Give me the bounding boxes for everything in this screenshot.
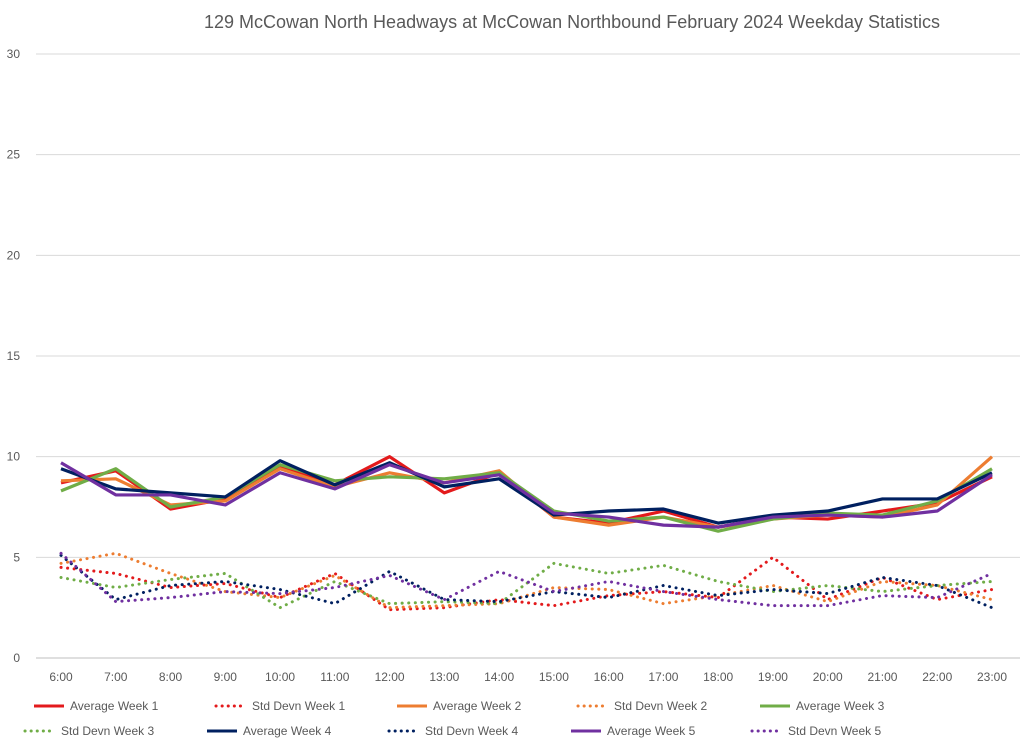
x-tick-label: 7:00 <box>104 670 128 684</box>
legend-item: Std Devn Week 3 <box>23 724 154 738</box>
x-tick-label: 17:00 <box>648 670 678 684</box>
series-line-std-devn-week-3 <box>59 561 994 610</box>
x-tick-label: 20:00 <box>813 670 843 684</box>
chart-title: 129 McCowan North Headways at McCowan No… <box>204 12 940 32</box>
legend-label: Average Week 5 <box>607 724 696 738</box>
series-line-std-devn-week-4 <box>59 553 994 610</box>
legend-item: Average Week 3 <box>760 699 885 713</box>
legend-item: Average Week 5 <box>571 724 696 738</box>
legend-item: Std Devn Week 5 <box>750 724 881 738</box>
legend-label: Std Devn Week 5 <box>788 724 881 738</box>
series-line-std-devn-week-2 <box>59 551 994 610</box>
legend-label: Std Devn Week 3 <box>61 724 154 738</box>
x-tick-label: 15:00 <box>539 670 569 684</box>
legend-item: Std Devn Week 1 <box>214 699 345 713</box>
legend-item: Std Devn Week 4 <box>387 724 518 738</box>
x-tick-label: 16:00 <box>594 670 624 684</box>
legend-item: Average Week 4 <box>207 724 332 738</box>
legend-label: Average Week 4 <box>243 724 332 738</box>
x-tick-label: 14:00 <box>484 670 514 684</box>
series-line-std-devn-week-1 <box>59 555 994 612</box>
x-tick-label: 8:00 <box>159 670 183 684</box>
y-tick-label: 0 <box>13 651 20 665</box>
y-tick-label: 25 <box>7 148 21 162</box>
x-tick-label: 19:00 <box>758 670 788 684</box>
legend-label: Average Week 2 <box>433 699 522 713</box>
legend-label: Std Devn Week 2 <box>614 699 707 713</box>
x-tick-label: 10:00 <box>265 670 295 684</box>
legend-label: Std Devn Week 1 <box>252 699 345 713</box>
y-tick-label: 5 <box>13 550 20 564</box>
y-tick-label: 30 <box>7 47 21 61</box>
x-tick-label: 18:00 <box>703 670 733 684</box>
legend-item: Average Week 1 <box>34 699 159 713</box>
x-tick-label: 23:00 <box>977 670 1007 684</box>
legend-item: Std Devn Week 2 <box>576 699 707 713</box>
legend-label: Average Week 3 <box>796 699 885 713</box>
legend-item: Average Week 2 <box>397 699 522 713</box>
x-tick-label: 9:00 <box>214 670 238 684</box>
x-tick-label: 12:00 <box>375 670 405 684</box>
series-line-average-week-3 <box>60 463 993 533</box>
x-tick-label: 6:00 <box>49 670 73 684</box>
y-tick-label: 10 <box>7 450 21 464</box>
series-line-average-week-5 <box>60 461 993 529</box>
legend-label: Average Week 1 <box>70 699 159 713</box>
y-tick-label: 20 <box>7 248 21 262</box>
y-tick-label: 15 <box>7 349 21 363</box>
legend-label: Std Devn Week 4 <box>425 724 518 738</box>
x-tick-label: 21:00 <box>867 670 897 684</box>
x-tick-label: 13:00 <box>429 670 459 684</box>
x-tick-label: 22:00 <box>922 670 952 684</box>
x-tick-label: 11:00 <box>320 670 349 684</box>
series-line-average-week-4 <box>60 459 993 525</box>
